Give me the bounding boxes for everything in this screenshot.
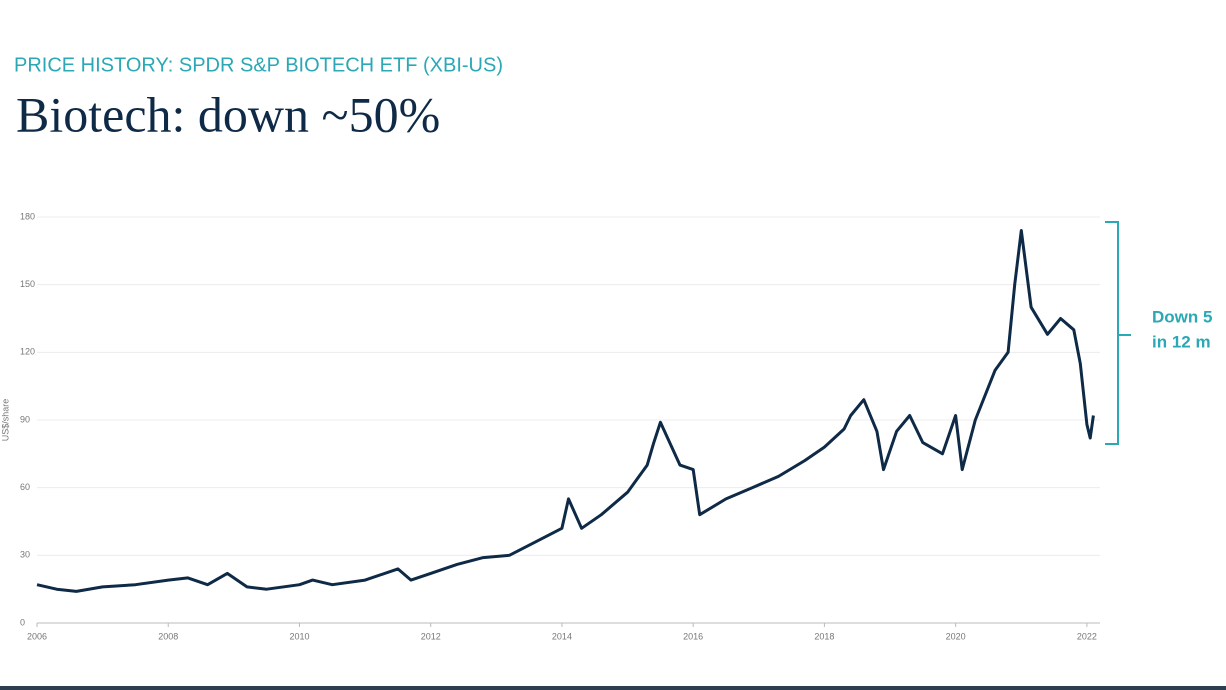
chart-title: Biotech: down ~50%	[16, 86, 440, 142]
y-tick-label: 180	[20, 211, 35, 221]
y-axis-label: US$/share	[0, 399, 10, 442]
chart-subtitle: PRICE HISTORY: SPDR S&P BIOTECH ETF (XBI…	[14, 54, 503, 76]
x-tick-label: 2016	[683, 631, 703, 641]
x-tick-label: 2018	[814, 631, 834, 641]
x-tick-label: 2006	[27, 631, 47, 641]
x-tick-label: 2014	[552, 631, 572, 641]
x-tick-label: 2010	[289, 631, 309, 641]
x-tick-label: 2008	[158, 631, 178, 641]
bracket	[1105, 221, 1131, 445]
line-series	[36, 229, 1095, 593]
y-tick-label: 30	[20, 550, 30, 560]
annotation: Down 5	[1152, 307, 1212, 326]
annotation: in 12 m	[1152, 332, 1211, 351]
x-tick-label: 2012	[421, 631, 441, 641]
y-tick-label: 120	[20, 347, 35, 357]
y-tick-label: 0	[20, 617, 25, 627]
y-tick-label: 150	[20, 279, 35, 289]
footer-bar	[0, 686, 1226, 690]
x-tick-label: 2020	[946, 631, 966, 641]
y-tick-label: 60	[20, 482, 30, 492]
y-tick-label: 90	[20, 414, 30, 424]
x-tick-label: 2022	[1077, 631, 1097, 641]
